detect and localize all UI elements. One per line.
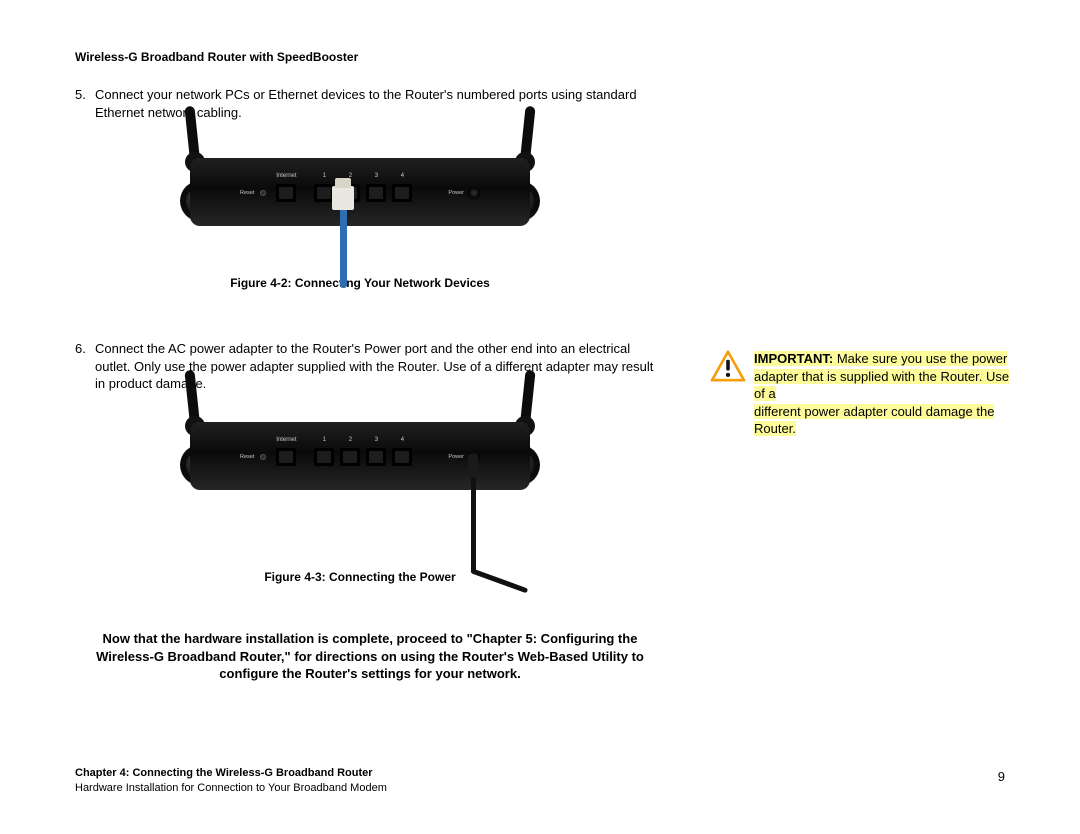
router-illustration-2: Reset Internet 1 2 3 4 Power bbox=[150, 392, 570, 562]
important-lead: IMPORTANT: bbox=[754, 351, 833, 366]
important-text: IMPORTANT: Make sure you use the power a… bbox=[754, 350, 1010, 438]
warning-icon bbox=[710, 350, 746, 382]
important-line3: different power adapter could damage the… bbox=[754, 404, 994, 437]
router-ports-row: Reset Internet 1 2 3 4 Power bbox=[240, 442, 480, 472]
step-6-text: Connect the AC power adapter to the Rout… bbox=[95, 340, 665, 393]
port-1-label: 1 bbox=[323, 173, 326, 179]
step-5-number: 5. bbox=[75, 86, 86, 104]
power-label: Power bbox=[448, 190, 464, 196]
port-internet-label: Internet bbox=[276, 173, 296, 179]
port-internet-label: Internet bbox=[276, 437, 296, 443]
port-3-label: 3 bbox=[375, 173, 378, 179]
port-2-label: 2 bbox=[349, 437, 352, 443]
page: Wireless-G Broadband Router with SpeedBo… bbox=[0, 0, 1080, 834]
footer-left: Chapter 4: Connecting the Wireless-G Bro… bbox=[75, 766, 387, 796]
port-4-label: 4 bbox=[401, 437, 404, 443]
port-3: 3 bbox=[366, 448, 386, 466]
figure-4-3: Reset Internet 1 2 3 4 Power Figure 4-3:… bbox=[150, 392, 570, 584]
figure-4-2: Reset Internet 1 2 3 4 Power Figure 4-2:… bbox=[150, 128, 570, 290]
important-callout: IMPORTANT: Make sure you use the power a… bbox=[710, 350, 1010, 438]
footer-section: Hardware Installation for Connection to … bbox=[75, 782, 387, 794]
port-internet: Internet bbox=[276, 448, 296, 466]
reset-label: Reset bbox=[240, 454, 254, 460]
port-internet: Internet bbox=[276, 184, 296, 202]
reset-label: Reset bbox=[240, 190, 254, 196]
router-ports-row: Reset Internet 1 2 3 4 Power bbox=[240, 178, 480, 208]
figure-4-2-caption: Figure 4-2: Connecting Your Network Devi… bbox=[150, 276, 570, 290]
step-6: 6. Connect the AC power adapter to the R… bbox=[75, 340, 665, 393]
port-4: 4 bbox=[392, 184, 412, 202]
step-6-number: 6. bbox=[75, 340, 86, 358]
proceed-paragraph: Now that the hardware installation is co… bbox=[75, 630, 665, 683]
important-line2: adapter that is supplied with the Router… bbox=[754, 369, 1009, 402]
dc-plug-icon bbox=[468, 454, 478, 478]
router-illustration-1: Reset Internet 1 2 3 4 Power bbox=[150, 128, 570, 268]
important-line1: Make sure you use the power bbox=[833, 351, 1007, 366]
power-jack bbox=[468, 187, 480, 199]
port-1: 1 bbox=[314, 448, 334, 466]
port-3-label: 3 bbox=[375, 437, 378, 443]
power-label: Power bbox=[448, 454, 464, 460]
port-1-label: 1 bbox=[323, 437, 326, 443]
footer-chapter: Chapter 4: Connecting the Wireless-G Bro… bbox=[75, 767, 373, 779]
footer-page-number: 9 bbox=[998, 769, 1005, 784]
header-product-title: Wireless-G Broadband Router with SpeedBo… bbox=[75, 50, 358, 64]
step-5: 5. Connect your network PCs or Ethernet … bbox=[75, 86, 665, 121]
step-5-text: Connect your network PCs or Ethernet dev… bbox=[95, 86, 665, 121]
port-4-label: 4 bbox=[401, 173, 404, 179]
port-4: 4 bbox=[392, 448, 412, 466]
ethernet-cable-icon bbox=[340, 208, 347, 288]
port-2: 2 bbox=[340, 448, 360, 466]
reset-button-icon bbox=[260, 190, 266, 196]
reset-button-icon bbox=[260, 454, 266, 460]
port-3: 3 bbox=[366, 184, 386, 202]
power-cable-icon bbox=[471, 476, 476, 571]
ethernet-plug-icon bbox=[332, 186, 354, 210]
